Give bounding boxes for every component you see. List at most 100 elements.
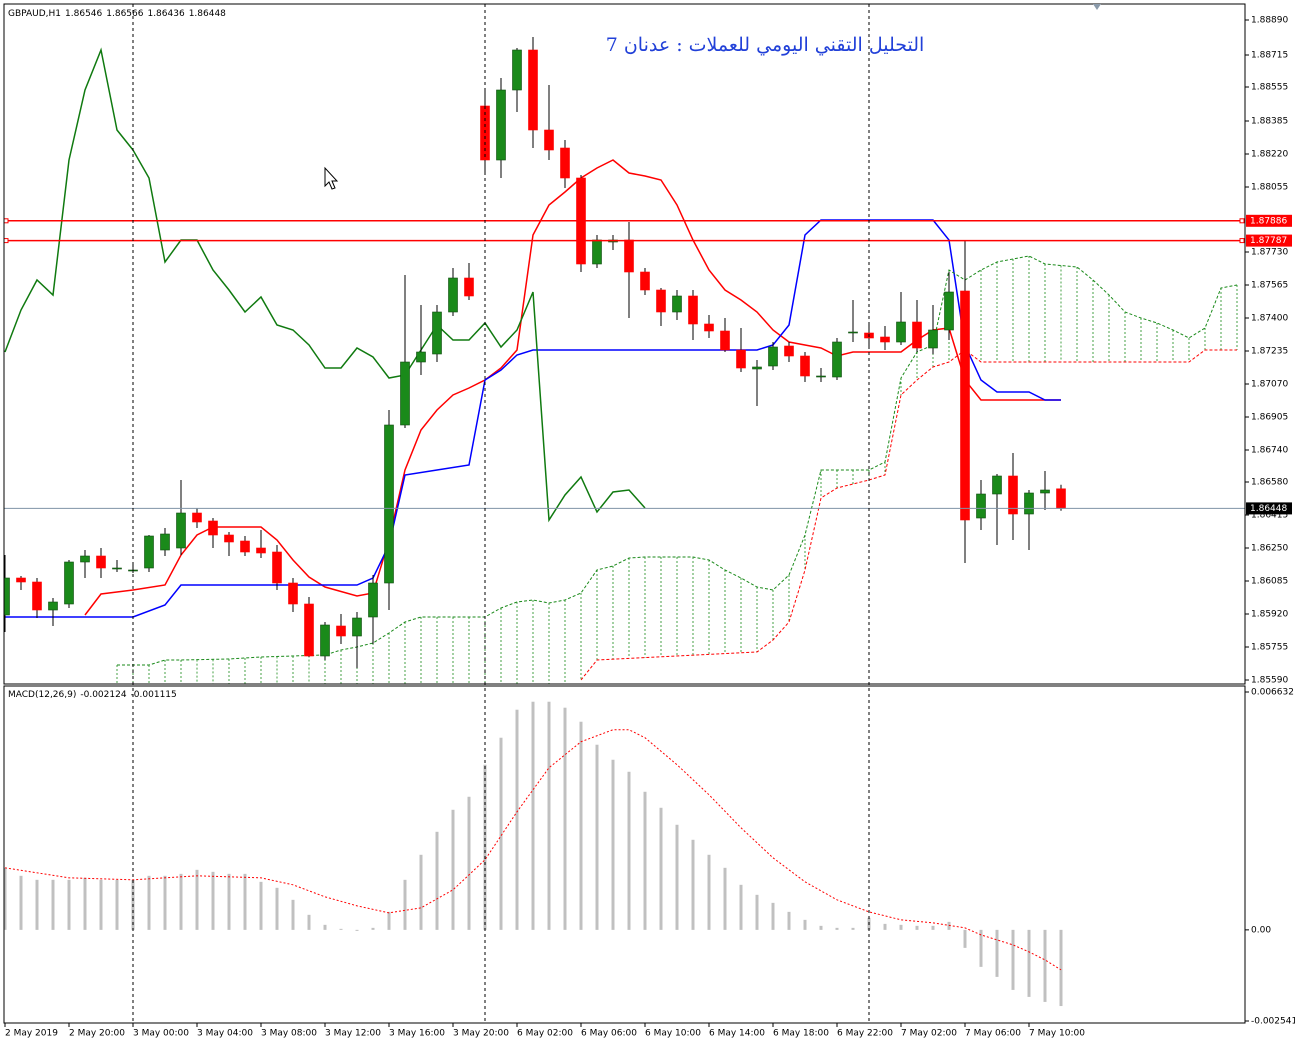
y-tick-label: 1.85590 (1251, 676, 1288, 686)
macd-bar (963, 929, 967, 948)
candle-body (1024, 492, 1034, 515)
symbol: GBPAUD,H1 (8, 9, 61, 19)
macd-bar (611, 759, 615, 930)
macd-bar (739, 884, 743, 930)
chart-title: التحليل التقني اليومي للعملات : عدنان 7 (606, 34, 925, 56)
y-tick-label: 1.88555 (1251, 83, 1288, 93)
macd-bar (467, 796, 471, 930)
candle-body (368, 582, 378, 618)
candle-body (496, 89, 506, 161)
candle-body (944, 291, 954, 331)
y-tick-label: 1.86580 (1251, 478, 1288, 488)
price-label: 1.87787 (1250, 236, 1287, 246)
candle-body (752, 366, 762, 370)
macd-bar (355, 929, 359, 931)
candle-body (736, 349, 746, 369)
y-tick-label: 1.87070 (1251, 380, 1288, 390)
current-price-label: 1.86448 (1250, 504, 1287, 514)
macd-bar (243, 873, 247, 930)
candle-body (880, 336, 890, 343)
macd-bar (275, 887, 279, 930)
macd-bar (499, 737, 503, 930)
macd-bar (1059, 929, 1063, 1007)
macd-bar (291, 899, 295, 930)
candle-body (896, 321, 906, 343)
x-tick-label: 7 May 10:00 (1029, 1029, 1085, 1039)
candle-body (816, 375, 826, 378)
candle-body (848, 331, 858, 334)
macd-bar (643, 791, 647, 930)
y-tick-label: 1.85920 (1251, 610, 1288, 620)
candle-body (912, 321, 922, 349)
candle-body (304, 603, 314, 657)
candle-body (688, 295, 698, 325)
x-tick-label: 6 May 06:00 (581, 1029, 637, 1039)
y-tick-label: 1.86415 (1251, 511, 1288, 521)
candle-body (928, 329, 938, 349)
candle-body (960, 290, 970, 521)
macd-bar (419, 854, 423, 930)
candle-body (656, 289, 666, 313)
macd-label: MACD(12,26,9) (8, 690, 76, 700)
y-tick-label: 1.87400 (1251, 314, 1288, 324)
macd-bar (451, 809, 455, 930)
macd-bar (531, 701, 535, 930)
candle-body (4, 577, 10, 616)
macd-last: -0.002124 (80, 690, 126, 700)
macd-bar (931, 925, 935, 930)
candle-body (592, 239, 602, 265)
candle-body (192, 512, 202, 523)
x-tick-label: 3 May 08:00 (261, 1029, 317, 1039)
current-price-box (1246, 502, 1292, 515)
price-label-box (1246, 234, 1292, 247)
macd-bar (563, 707, 567, 930)
axes: 1.88890 1.88715 1.88555 1.88385 1.88220 1.880… (3, 16, 1295, 1039)
macd-bar (915, 925, 919, 930)
y-tick-label: 1.85755 (1251, 643, 1288, 653)
macd-bar (851, 927, 855, 930)
candle-body (768, 346, 778, 367)
indicator-line (117, 255, 1238, 666)
x-tick-label: 3 May 04:00 (197, 1029, 253, 1039)
candle-body (96, 555, 106, 569)
candle-body (272, 551, 282, 584)
candle-body (800, 355, 810, 377)
candle-body (448, 277, 458, 313)
macd-bar (819, 925, 823, 930)
candle-body (16, 577, 26, 583)
candle-body (640, 271, 650, 291)
mouse-cursor (324, 166, 339, 190)
candle-body (544, 129, 554, 151)
price-panel-frame (3, 3, 1246, 685)
macd-bar (899, 924, 903, 930)
candle-body (976, 493, 986, 519)
candle-body (176, 512, 186, 549)
y-tick-label: 1.86905 (1251, 413, 1288, 423)
candle-body (144, 535, 154, 569)
line-anchor (1239, 238, 1245, 244)
candle-body (464, 277, 474, 297)
candle-body (48, 601, 58, 611)
macd-bar (995, 929, 999, 977)
indicator-line (4, 47, 646, 523)
macd-bar (595, 744, 599, 930)
macd-bar (179, 873, 183, 930)
macd-bar (1027, 929, 1031, 997)
indicator-line (580, 349, 1237, 681)
macd-bar (435, 831, 439, 930)
x-tick-label: 2 May 20:00 (69, 1029, 125, 1039)
x-tick-label: 3 May 12:00 (325, 1029, 381, 1039)
macd-header: MACD(12,26,9) -0.002124 -0.001115 (8, 690, 177, 700)
x-tick-label: 3 May 20:00 (453, 1029, 509, 1039)
candle-body (1008, 475, 1018, 515)
macd-bar (99, 879, 103, 930)
x-tick-label: 3 May 00:00 (133, 1029, 189, 1039)
macd-bar (115, 879, 119, 930)
macd-bar (883, 923, 887, 930)
macd-plot (4, 701, 1063, 1007)
macd-bar (67, 879, 71, 930)
macd-bar (339, 928, 343, 930)
macd-bar (675, 824, 679, 930)
